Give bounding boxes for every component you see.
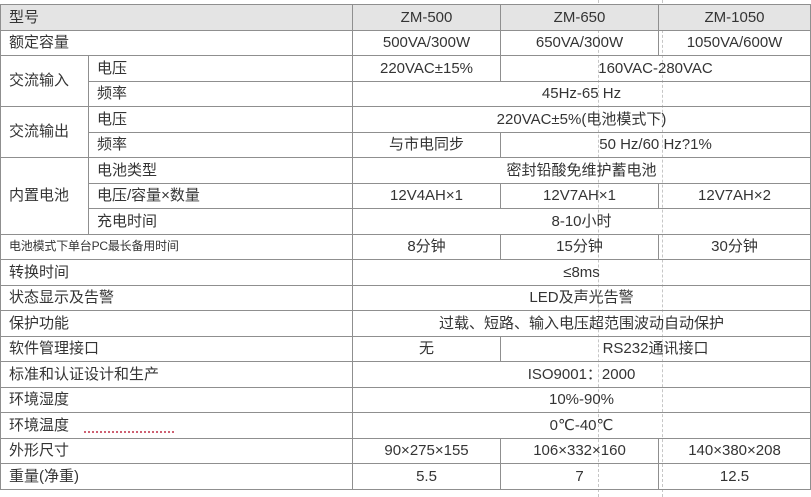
- model-name-cell: ZM-500: [352, 4, 502, 31]
- table-row: 外形尺寸 90×275×155 106×332×160 140×380×208: [0, 437, 811, 465]
- value-cell: LED及声光告警: [352, 284, 811, 312]
- value-cell: 8分钟: [352, 233, 502, 261]
- table-row: 内置电池 电池类型 密封铅酸免维护蓄电池: [0, 157, 811, 235]
- table-row: 重量(净重) 5.5 7 12.5: [0, 463, 811, 490]
- value-cell: ≤8ms: [352, 259, 811, 286]
- row-label-cell: 保护功能: [0, 310, 354, 337]
- value-cell: 1050VA/600W: [658, 29, 811, 57]
- row-label-cell: 电压: [87, 106, 354, 133]
- value-cell: 12V4AH×1: [352, 182, 502, 210]
- header-row: 型号 ZM-500 ZM-650 ZM-1050: [0, 4, 811, 31]
- row-label-cell: 状态显示及告警: [0, 284, 354, 312]
- value-cell: RS232通讯接口: [500, 335, 811, 363]
- table-row: 状态显示及告警 LED及声光告警: [0, 284, 811, 312]
- row-label-cell: 额定容量: [0, 29, 354, 57]
- row-label-cell: 交流输出: [0, 106, 89, 159]
- row-label-cell: 内置电池: [0, 157, 89, 235]
- row-label-cell: 频率: [87, 131, 354, 159]
- value-cell: 45Hz-65 Hz: [352, 80, 811, 108]
- row-label-cell: 电池类型: [87, 157, 354, 184]
- value-cell: 密封铅酸免维护蓄电池: [352, 157, 811, 184]
- value-cell: 7: [500, 463, 660, 490]
- table-row: 环境温度 0℃-40℃: [0, 412, 811, 439]
- value-cell: 8-10小时: [352, 208, 811, 235]
- table-row: 充电时间 8-10小时: [1, 208, 811, 235]
- value-cell: 无: [352, 335, 502, 363]
- row-label-cell: 重量(净重): [0, 463, 354, 490]
- model-name-cell: ZM-650: [500, 4, 660, 31]
- table-row: 环境湿度 10%-90%: [0, 386, 811, 414]
- row-label-cell: 环境温度: [0, 412, 354, 439]
- spec-table: 型号 ZM-500 ZM-650 ZM-1050 额定容量 500VA/300W 650VA…: [0, 4, 811, 490]
- value-cell: 140×380×208: [658, 437, 811, 465]
- table-row: 软件管理接口无 RS232通讯接口: [0, 335, 811, 363]
- value-cell: 650VA/300W: [500, 29, 660, 57]
- value-cell: 过载、短路、输入电压超范围波动自动保护: [352, 310, 811, 337]
- table-row: 交流输出 电压 220VAC±5%(电池模式下): [0, 106, 811, 159]
- table-row: 频率 与市电同步 50 Hz/60 Hz?1%: [1, 131, 811, 159]
- row-label-cell: 环境湿度: [0, 386, 354, 414]
- red-dotted-scan-artifact: [84, 431, 174, 433]
- spec-table-body: 型号 ZM-500 ZM-650 ZM-1050 额定容量 500VA/300W 650VA…: [0, 4, 811, 490]
- value-cell: 15分钟: [500, 233, 660, 261]
- value-cell: 12V7AH×1: [500, 182, 660, 210]
- table-row: 保护功能 过载、短路、输入电压超范围波动自动保护: [0, 310, 811, 337]
- row-label-cell: 充电时间: [87, 208, 354, 235]
- value-cell: 与市电同步: [352, 131, 502, 159]
- row-label-cell: 电压: [87, 55, 354, 82]
- row-label-cell: 电压/容量×数量: [87, 182, 354, 210]
- value-cell: 5.5: [352, 463, 502, 490]
- row-label-cell: 软件管理接口: [0, 335, 354, 363]
- row-label-cell: 频率: [87, 80, 354, 108]
- value-cell: 220VAC±5%(电池模式下): [352, 106, 811, 133]
- table-row: 标准和认证设计和生产 ISO9001：2000: [0, 361, 811, 388]
- value-cell: 12V7AH×2: [658, 182, 811, 210]
- value-cell: ISO9001：2000: [352, 361, 811, 388]
- row-label-cell: 外形尺寸: [0, 437, 354, 465]
- table-row: 电池模式下单台PC最长备用时间 8分钟 15分钟 30分钟: [0, 233, 811, 261]
- row-label-cell: 电池模式下单台PC最长备用时间: [0, 233, 354, 261]
- value-cell: 220VAC±15%: [352, 55, 502, 82]
- model-column-header: 型号: [0, 4, 354, 31]
- value-cell: 90×275×155: [352, 437, 502, 465]
- value-cell: 10%-90%: [352, 386, 811, 414]
- value-cell: 0℃-40℃: [352, 412, 811, 439]
- row-label-cell: 转换时间: [0, 259, 354, 286]
- value-cell: 30分钟: [658, 233, 811, 261]
- table-row: 额定容量 500VA/300W 650VA/300W 1050VA/600W: [0, 29, 811, 57]
- row-label-cell: 标准和认证设计和生产: [0, 361, 354, 388]
- table-row: 频率 45Hz-65 Hz: [1, 80, 811, 108]
- table-row: 电压/容量×数量 12V4AH×1 12V7AH×1 12V7AH×2: [1, 182, 811, 210]
- model-name-cell: ZM-1050: [658, 4, 811, 31]
- value-cell: 160VAC-280VAC: [500, 55, 811, 82]
- table-row: 交流输入 电压 220VAC±15% 160VAC-280VAC: [0, 55, 811, 108]
- value-cell: 50 Hz/60 Hz?1%: [500, 131, 811, 159]
- value-cell: 106×332×160: [500, 437, 660, 465]
- table-row: 转换时间 ≤8ms: [0, 259, 811, 286]
- row-label-cell: 交流输入: [0, 55, 89, 108]
- value-cell: 12.5: [658, 463, 811, 490]
- value-cell: 500VA/300W: [352, 29, 502, 57]
